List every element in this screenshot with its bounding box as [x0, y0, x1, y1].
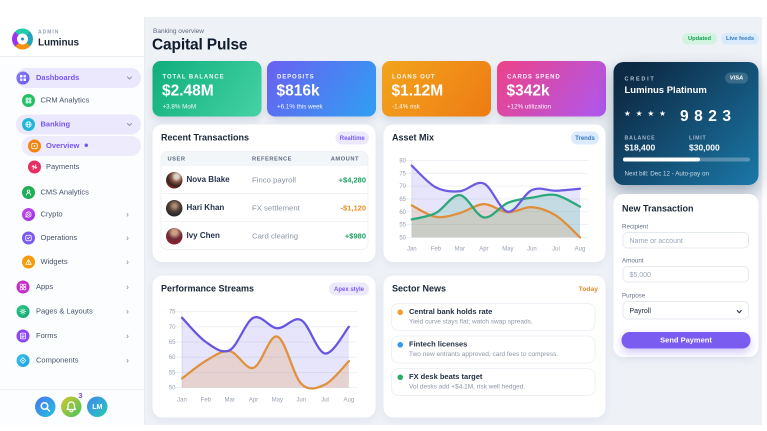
- svg-text:75: 75: [399, 171, 406, 177]
- svg-text:Apr: Apr: [479, 247, 488, 253]
- svg-text:Jul: Jul: [552, 247, 560, 253]
- svg-text:Mar: Mar: [455, 247, 465, 253]
- svg-text:65: 65: [399, 197, 406, 203]
- svg-text:May: May: [272, 398, 283, 404]
- svg-text:80: 80: [399, 159, 406, 165]
- svg-text:Aug: Aug: [575, 247, 586, 253]
- svg-text:75: 75: [169, 310, 176, 316]
- svg-text:70: 70: [169, 325, 176, 331]
- svg-text:60: 60: [399, 210, 406, 216]
- svg-text:Apr: Apr: [249, 398, 258, 404]
- svg-text:Feb: Feb: [201, 398, 212, 404]
- svg-text:Jun: Jun: [296, 398, 306, 404]
- svg-text:60: 60: [169, 355, 176, 361]
- svg-text:Mar: Mar: [225, 398, 235, 404]
- svg-text:65: 65: [169, 340, 176, 346]
- svg-text:Aug: Aug: [344, 398, 355, 404]
- svg-text:55: 55: [399, 223, 406, 229]
- svg-text:55: 55: [169, 370, 176, 376]
- svg-text:Jan: Jan: [407, 247, 417, 253]
- svg-text:May: May: [502, 247, 513, 253]
- svg-text:Jan: Jan: [177, 398, 187, 404]
- svg-text:50: 50: [169, 386, 176, 392]
- svg-text:70: 70: [399, 184, 406, 190]
- svg-text:50: 50: [399, 235, 406, 241]
- svg-text:Jul: Jul: [321, 398, 329, 404]
- svg-text:Jun: Jun: [527, 247, 537, 253]
- svg-text:Feb: Feb: [431, 247, 442, 253]
